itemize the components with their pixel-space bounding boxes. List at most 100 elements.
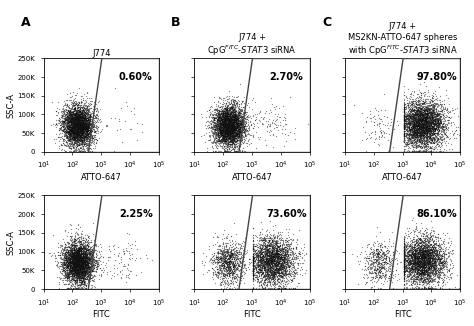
Point <box>403 132 410 138</box>
Point <box>65 127 73 132</box>
Point <box>86 247 93 252</box>
Point <box>71 119 79 124</box>
Point <box>68 268 75 274</box>
Point <box>75 119 83 124</box>
Point <box>404 120 411 126</box>
Point <box>77 120 85 125</box>
Point <box>70 145 78 150</box>
Point <box>67 277 74 282</box>
Point <box>98 273 105 278</box>
Point <box>364 241 371 246</box>
Point <box>253 254 261 259</box>
Point <box>226 128 234 133</box>
Point <box>409 280 417 285</box>
Point <box>221 116 228 121</box>
Point <box>421 101 428 106</box>
Point <box>265 262 273 267</box>
Point <box>75 233 82 238</box>
Point <box>73 258 81 263</box>
Point <box>270 235 277 241</box>
Point <box>234 109 242 114</box>
Point <box>415 244 422 249</box>
Point <box>411 246 419 251</box>
Point <box>250 253 257 259</box>
Point <box>275 264 283 269</box>
Point <box>282 267 290 272</box>
Point <box>419 106 427 111</box>
Point <box>87 115 94 120</box>
Point <box>224 259 231 264</box>
Point <box>85 260 93 265</box>
Point <box>68 266 75 271</box>
Point <box>417 96 424 101</box>
Point <box>88 111 95 116</box>
Point <box>75 86 83 91</box>
Point <box>413 108 421 113</box>
Point <box>413 240 421 245</box>
Point <box>78 138 86 143</box>
Point <box>226 126 234 131</box>
Point <box>408 101 416 107</box>
Point <box>90 114 97 119</box>
Point <box>77 249 84 254</box>
Point <box>65 113 73 119</box>
Point <box>424 144 431 149</box>
Point <box>226 113 234 118</box>
Point <box>70 257 78 262</box>
Point <box>413 274 421 279</box>
Point <box>416 111 423 116</box>
Point <box>73 108 80 113</box>
Point <box>407 98 415 103</box>
Point <box>74 137 82 142</box>
Point <box>73 262 81 268</box>
Point <box>78 254 85 259</box>
Point <box>52 122 59 127</box>
Point <box>222 139 229 144</box>
Point <box>411 272 419 277</box>
Point <box>407 112 414 117</box>
Point <box>78 131 85 136</box>
Point <box>61 124 68 129</box>
Point <box>429 258 437 263</box>
Point <box>72 116 80 122</box>
Point <box>73 257 80 262</box>
Point <box>421 108 428 113</box>
Point <box>223 243 230 248</box>
Point <box>418 101 426 107</box>
Point <box>270 259 277 264</box>
Point <box>72 136 80 141</box>
Point <box>270 247 278 252</box>
Point <box>79 129 86 134</box>
Point <box>420 240 428 245</box>
Point <box>419 116 427 122</box>
Point <box>80 114 87 120</box>
Point <box>414 268 422 274</box>
X-axis label: FITC: FITC <box>92 310 110 319</box>
Point <box>416 126 424 131</box>
Point <box>238 123 246 128</box>
Point <box>423 269 430 274</box>
Point <box>426 258 433 263</box>
Point <box>234 125 242 130</box>
Point <box>66 279 73 284</box>
Point <box>415 105 423 110</box>
Point <box>203 269 210 274</box>
Point <box>430 131 438 137</box>
Point <box>65 270 73 275</box>
Point <box>264 269 271 274</box>
Point <box>75 114 82 120</box>
Point <box>70 277 78 283</box>
Point <box>400 122 408 127</box>
Point <box>261 251 269 257</box>
Point <box>414 286 422 291</box>
Point <box>228 113 236 118</box>
Point <box>69 252 77 257</box>
Point <box>219 116 227 121</box>
Point <box>418 248 426 253</box>
Point <box>401 284 408 289</box>
Point <box>266 234 273 240</box>
Point <box>432 142 439 147</box>
Point <box>400 264 408 269</box>
Point <box>73 123 81 128</box>
Point <box>82 264 90 269</box>
